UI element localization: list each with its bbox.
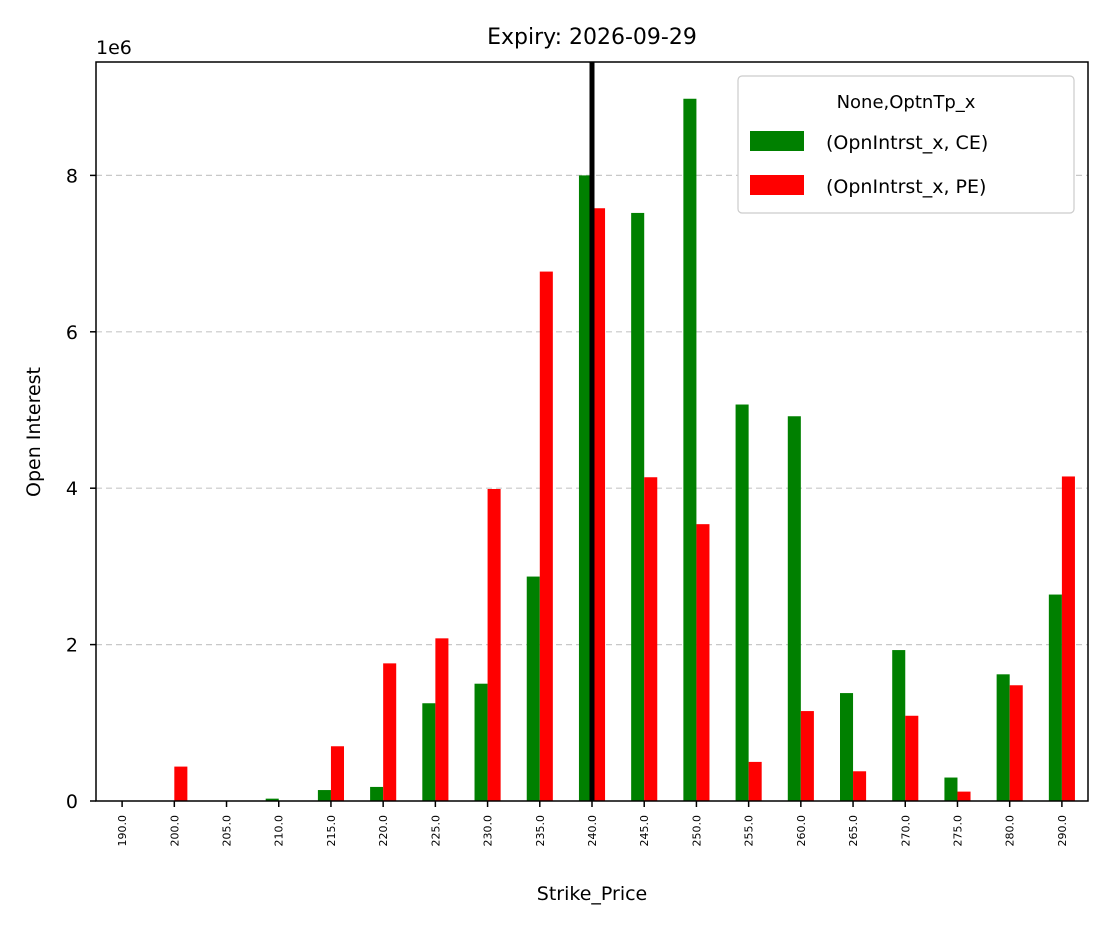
- legend-label-ce: (OpnIntrst_x, CE): [826, 132, 988, 154]
- x-tick-label: 265.0: [847, 815, 860, 847]
- x-tick-label: 245.0: [638, 815, 651, 847]
- bar-ce-245.0: [631, 212, 645, 801]
- x-tick-label: 220.0: [377, 815, 390, 847]
- bar-ce-230.0: [474, 683, 488, 801]
- bar-ce-290.0: [1048, 594, 1062, 801]
- x-tick-label: 270.0: [899, 815, 912, 847]
- x-tick-label: 210.0: [273, 815, 286, 847]
- x-tick-label: 190.0: [116, 815, 129, 847]
- bar-ce-220.0: [370, 786, 384, 801]
- legend-label-pe: (OpnIntrst_x, PE): [826, 176, 986, 198]
- x-tick-label: 200.0: [168, 815, 181, 847]
- bar-pe-220.0: [383, 663, 397, 801]
- bar-ce-275.0: [944, 777, 958, 801]
- bar-ce-210.0: [265, 798, 279, 801]
- chart-title: Expiry: 2026-09-29: [487, 25, 697, 50]
- x-tick-label: 250.0: [690, 815, 703, 847]
- bars-layer: [174, 98, 1075, 802]
- bar-ce-255.0: [735, 404, 749, 801]
- x-tick-label: 225.0: [429, 815, 442, 847]
- bar-pe-280.0: [1009, 685, 1023, 801]
- bar-pe-250.0: [696, 524, 710, 801]
- y-offset-text: 1e6: [96, 37, 132, 59]
- bar-ce-265.0: [840, 693, 854, 801]
- bar-pe-230.0: [487, 488, 501, 801]
- bar-ce-235.0: [526, 576, 540, 801]
- bar-pe-245.0: [644, 477, 658, 801]
- bar-ce-270.0: [892, 650, 906, 801]
- legend-box: [737, 75, 1075, 214]
- legend-title: None,OptnTp_x: [837, 92, 976, 113]
- bar-ce-260.0: [787, 416, 801, 801]
- y-tick-label: 8: [66, 165, 78, 187]
- x-tick-label: 230.0: [482, 815, 495, 847]
- bar-ce-250.0: [683, 98, 697, 801]
- x-tick-label: 275.0: [951, 815, 964, 847]
- bar-pe-240.0: [592, 208, 606, 802]
- bar-pe-270.0: [905, 715, 919, 801]
- x-tick-label: 290.0: [1056, 815, 1069, 847]
- bar-pe-200.0: [174, 766, 188, 801]
- legend-swatch-ce: [750, 131, 804, 151]
- y-axis: 0 2 4 6 8: [66, 165, 96, 813]
- bar-pe-255.0: [748, 761, 762, 801]
- legend: None,OptnTp_x (OpnIntrst_x, CE) (OpnIntr…: [737, 75, 1075, 214]
- x-axis: 190.0 200.0 205.0 210.0 215.0 220.0 225.0 230.0…: [116, 801, 1069, 847]
- y-tick-label: 2: [66, 635, 78, 657]
- bar-pe-215.0: [330, 746, 344, 801]
- legend-swatch-pe: [750, 175, 804, 195]
- x-tick-label: 255.0: [743, 815, 756, 847]
- y-tick-label: 0: [66, 791, 78, 813]
- x-tick-label: 240.0: [586, 815, 599, 847]
- bar-ce-280.0: [996, 674, 1010, 801]
- bar-ce-215.0: [317, 790, 331, 801]
- bar-ce-240.0: [578, 175, 592, 801]
- y-axis-label: Open Interest: [23, 367, 45, 497]
- x-tick-label: 205.0: [221, 815, 234, 847]
- bar-pe-225.0: [435, 638, 449, 801]
- bar-pe-265.0: [853, 771, 867, 801]
- y-tick-label: 4: [66, 478, 78, 500]
- x-axis-label: Strike_Price: [537, 883, 647, 905]
- bar-ce-225.0: [422, 703, 436, 801]
- x-tick-label: 215.0: [325, 815, 338, 847]
- x-tick-label: 260.0: [795, 815, 808, 847]
- bar-pe-290.0: [1061, 476, 1075, 801]
- bar-pe-235.0: [539, 271, 553, 801]
- bar-pe-275.0: [957, 791, 971, 801]
- bar-pe-260.0: [800, 711, 814, 801]
- y-tick-label: 6: [66, 322, 78, 344]
- x-tick-label: 235.0: [534, 815, 547, 847]
- x-tick-label: 280.0: [1004, 815, 1017, 847]
